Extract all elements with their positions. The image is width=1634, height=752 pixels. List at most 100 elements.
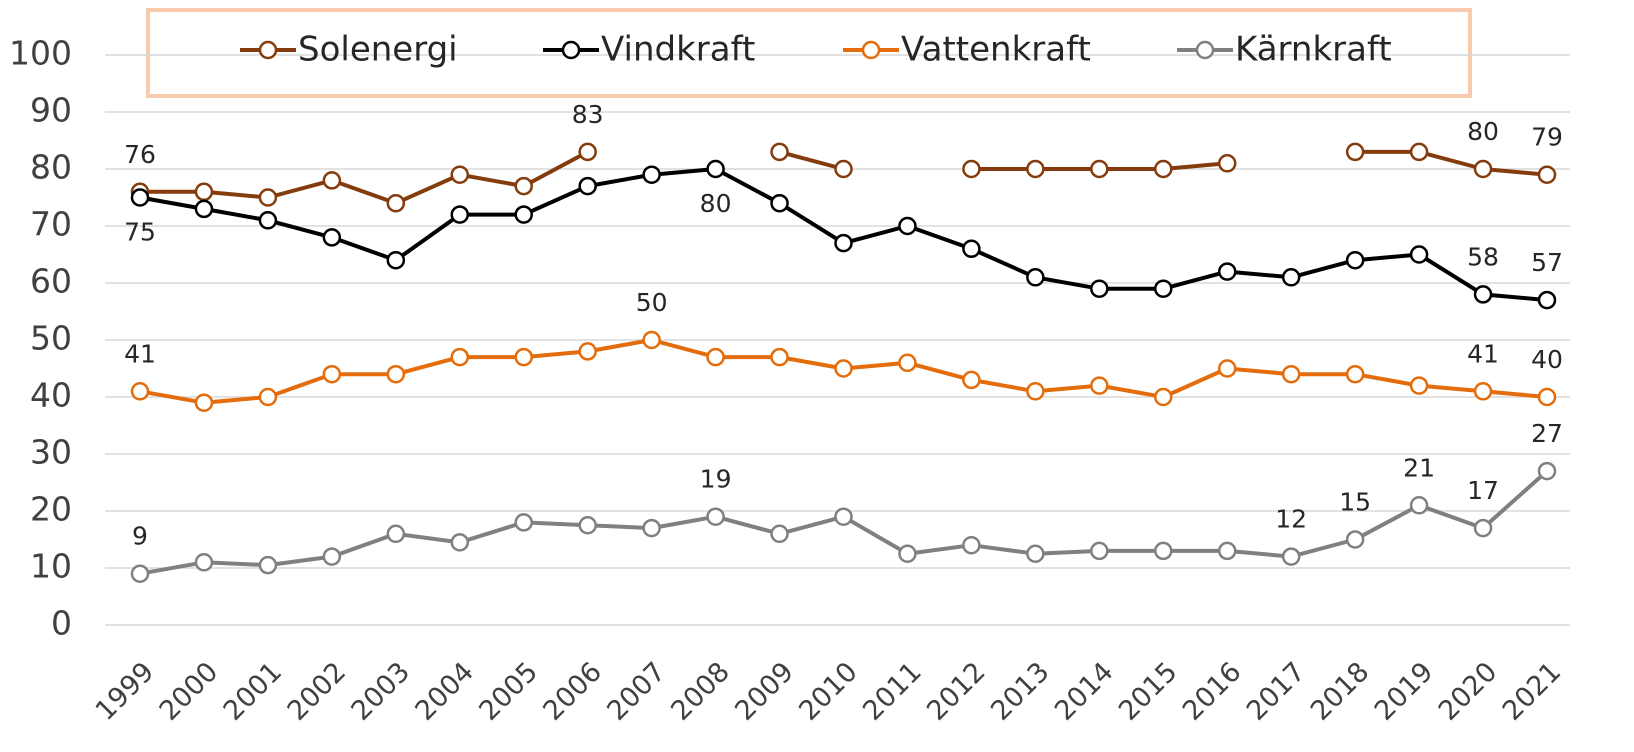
data-point bbox=[1473, 285, 1493, 304]
legend-label: Vattenkraft bbox=[901, 30, 1091, 70]
data-point bbox=[1090, 376, 1109, 395]
data-point bbox=[1473, 382, 1493, 401]
x-tick-label: 2020 bbox=[1433, 656, 1504, 727]
data-label: 50 bbox=[636, 288, 668, 317]
legend-marker bbox=[561, 40, 581, 60]
data-point bbox=[898, 216, 917, 236]
data-point bbox=[514, 205, 533, 224]
data-point bbox=[962, 370, 981, 390]
legend-label: Kärnkraft bbox=[1235, 30, 1392, 70]
data-point bbox=[642, 330, 661, 350]
data-point bbox=[258, 188, 278, 207]
data-point bbox=[194, 553, 214, 572]
x-tick-label: 2003 bbox=[346, 656, 417, 727]
data-point bbox=[1217, 359, 1237, 378]
x-tick-label: 2015 bbox=[1113, 656, 1184, 727]
data-point bbox=[1537, 165, 1557, 184]
data-point bbox=[386, 364, 406, 384]
data-point bbox=[770, 524, 789, 544]
data-point bbox=[450, 347, 470, 367]
data-point bbox=[258, 211, 278, 230]
data-point bbox=[1154, 541, 1173, 561]
data-point bbox=[514, 513, 533, 532]
y-tick-label: 10 bbox=[30, 547, 72, 586]
x-tick-label: 1999 bbox=[90, 656, 161, 727]
y-tick-label: 100 bbox=[9, 34, 72, 73]
data-point bbox=[1345, 364, 1365, 384]
data-label: 41 bbox=[1467, 339, 1499, 368]
data-label: 76 bbox=[124, 140, 156, 169]
x-tick-label: 2002 bbox=[282, 656, 353, 727]
legend-box bbox=[146, 8, 1472, 98]
data-label: 12 bbox=[1275, 505, 1307, 534]
data-point bbox=[1281, 268, 1301, 287]
data-point bbox=[194, 393, 214, 412]
x-tick-label: 2009 bbox=[729, 656, 800, 727]
data-point bbox=[1154, 279, 1173, 298]
data-point bbox=[1473, 159, 1493, 179]
data-point bbox=[1537, 387, 1557, 407]
y-tick-label: 20 bbox=[30, 490, 72, 529]
data-label: 80 bbox=[700, 189, 732, 218]
data-label: 57 bbox=[1531, 248, 1563, 277]
data-point bbox=[322, 547, 342, 566]
data-point bbox=[578, 176, 597, 196]
data-point bbox=[834, 159, 853, 179]
data-point bbox=[514, 347, 533, 367]
data-point bbox=[1154, 159, 1173, 179]
data-point bbox=[386, 250, 406, 270]
data-point bbox=[194, 182, 214, 202]
data-point bbox=[834, 359, 853, 378]
data-point bbox=[1281, 364, 1301, 384]
data-point bbox=[1090, 541, 1109, 561]
legend-marker bbox=[1195, 40, 1215, 60]
legend-item: Vattenkraft bbox=[843, 30, 1091, 70]
legend-item: Kärnkraft bbox=[1177, 30, 1392, 70]
data-point bbox=[1537, 461, 1557, 481]
data-label: 40 bbox=[1531, 345, 1563, 374]
data-point bbox=[1409, 376, 1429, 395]
x-tick-label: 2016 bbox=[1177, 656, 1248, 727]
data-point bbox=[770, 142, 789, 162]
data-point bbox=[962, 239, 981, 259]
data-label: 75 bbox=[124, 218, 156, 247]
x-tick-label: 2018 bbox=[1305, 656, 1376, 727]
data-point bbox=[1537, 290, 1557, 310]
data-point bbox=[1026, 159, 1045, 179]
data-point bbox=[322, 171, 342, 190]
data-point bbox=[642, 165, 661, 184]
data-point bbox=[130, 188, 150, 207]
y-tick-label: 50 bbox=[30, 319, 72, 358]
y-tick-label: 40 bbox=[30, 376, 72, 415]
x-tick-label: 2004 bbox=[410, 656, 481, 727]
data-point bbox=[770, 347, 789, 367]
data-point bbox=[386, 193, 406, 213]
data-point bbox=[834, 507, 853, 526]
x-tick-label: 2019 bbox=[1369, 656, 1440, 727]
x-tick-label: 2006 bbox=[537, 656, 608, 727]
data-point bbox=[1345, 530, 1365, 549]
legend-label: Vindkraft bbox=[601, 30, 755, 70]
data-point bbox=[322, 364, 342, 384]
y-tick-label: 30 bbox=[30, 433, 72, 472]
data-point bbox=[1090, 279, 1109, 298]
data-label: 15 bbox=[1339, 488, 1371, 517]
data-point bbox=[642, 518, 661, 538]
y-tick-label: 0 bbox=[51, 604, 72, 643]
data-point bbox=[1090, 159, 1109, 179]
y-tick-label: 60 bbox=[30, 262, 72, 301]
data-point bbox=[578, 516, 597, 535]
data-point bbox=[1345, 250, 1365, 270]
x-tick-label: 2000 bbox=[154, 656, 225, 727]
data-point bbox=[1217, 541, 1237, 561]
data-point bbox=[1345, 142, 1365, 162]
data-label: 41 bbox=[124, 339, 156, 368]
data-label: 17 bbox=[1467, 476, 1499, 505]
data-point bbox=[706, 347, 725, 367]
data-point bbox=[450, 533, 470, 552]
data-point bbox=[1409, 245, 1429, 264]
data-label: 19 bbox=[700, 465, 732, 494]
data-point bbox=[322, 228, 342, 247]
x-tick-label: 2021 bbox=[1497, 656, 1568, 727]
data-point bbox=[898, 544, 917, 563]
